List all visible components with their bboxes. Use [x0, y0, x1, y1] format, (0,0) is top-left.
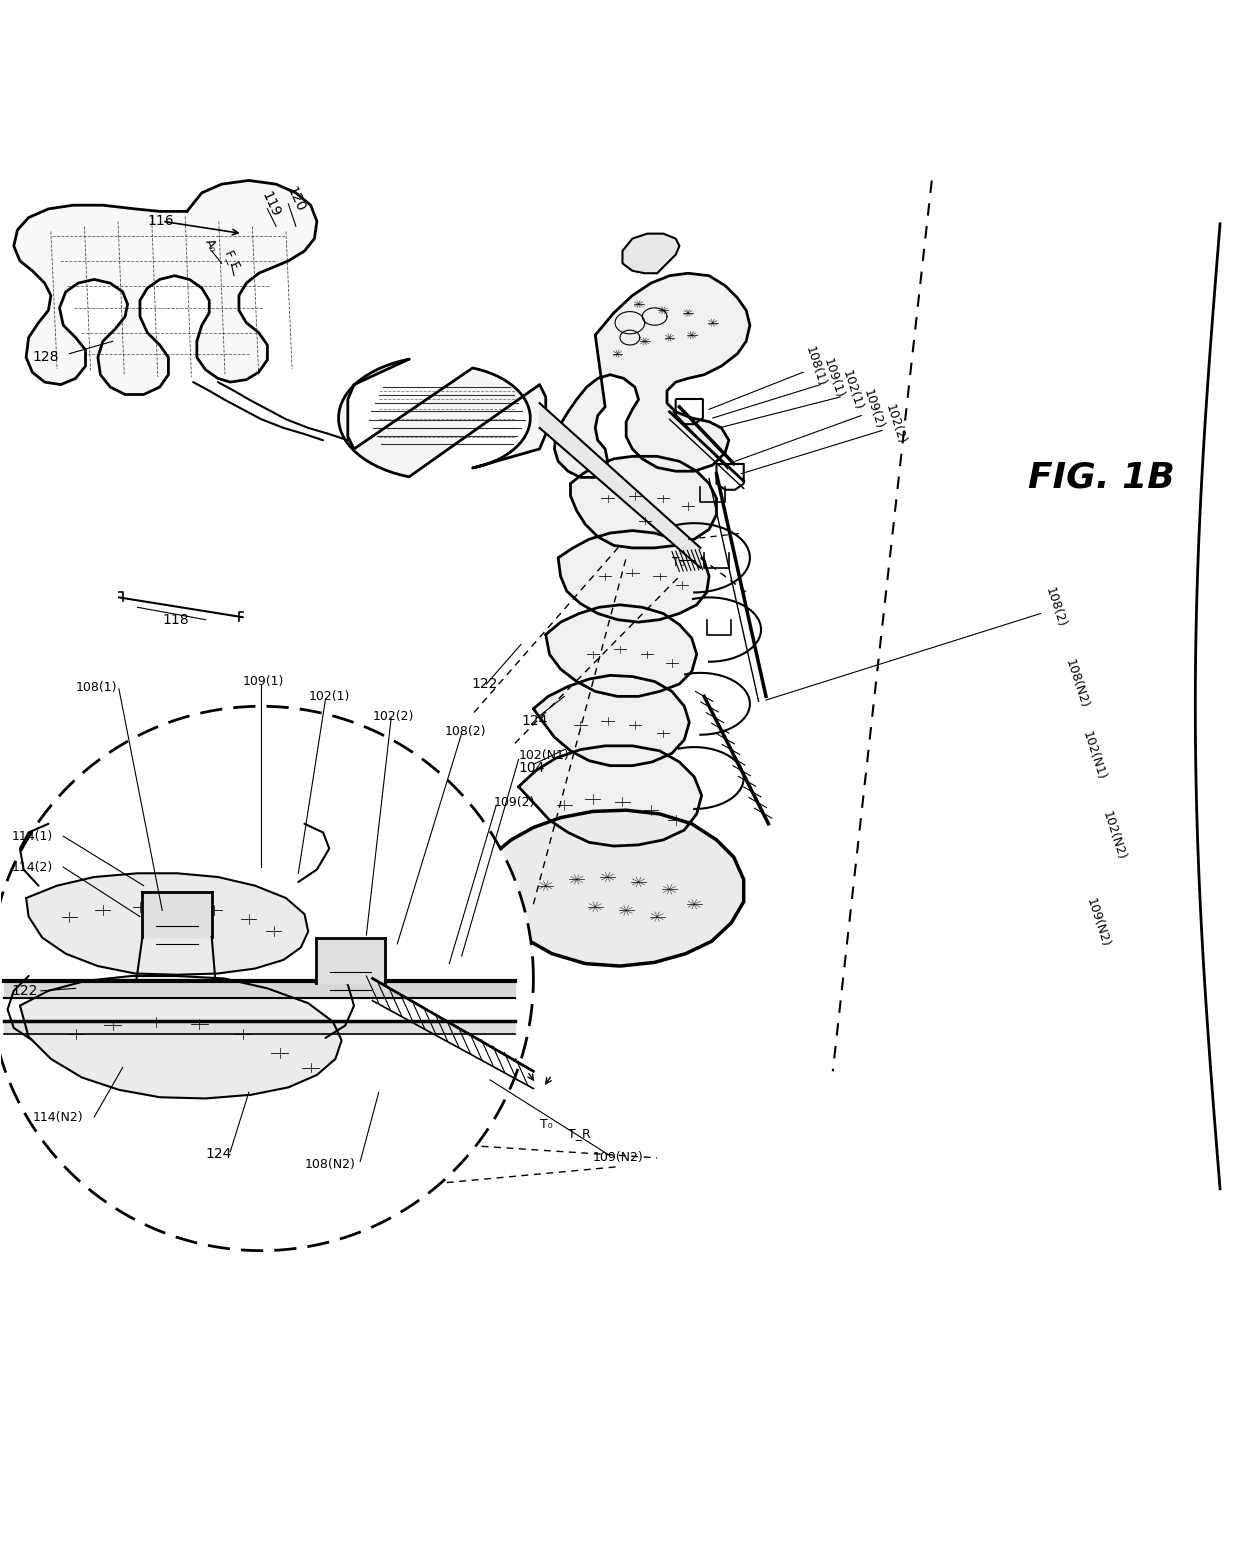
Text: T_R: T_R	[568, 1127, 590, 1140]
Polygon shape	[4, 1021, 515, 1033]
Text: 102(N1): 102(N1)	[518, 749, 569, 762]
Polygon shape	[26, 873, 309, 974]
Polygon shape	[20, 976, 342, 1099]
Text: 116: 116	[148, 214, 174, 228]
Text: T₀: T₀	[672, 556, 684, 570]
Polygon shape	[570, 456, 717, 548]
Text: 108(N2): 108(N2)	[1063, 657, 1091, 710]
Text: 108(1): 108(1)	[804, 345, 828, 387]
Text: F_F: F_F	[222, 248, 242, 273]
Polygon shape	[490, 810, 744, 966]
Polygon shape	[0, 706, 533, 1250]
Text: 102(2): 102(2)	[883, 403, 908, 446]
Text: 119: 119	[259, 189, 283, 219]
Text: 122: 122	[11, 983, 37, 997]
Polygon shape	[539, 403, 701, 568]
Polygon shape	[558, 531, 709, 623]
Text: 124: 124	[206, 1147, 232, 1161]
Text: 118: 118	[162, 612, 188, 626]
Text: FIG. 1B: FIG. 1B	[1028, 460, 1176, 495]
Text: 102(N1): 102(N1)	[1080, 729, 1109, 782]
Text: 114(N2): 114(N2)	[32, 1110, 83, 1124]
Polygon shape	[554, 273, 750, 478]
Text: 102(1): 102(1)	[841, 368, 866, 412]
Polygon shape	[14, 181, 317, 395]
Polygon shape	[316, 938, 384, 983]
Polygon shape	[339, 359, 546, 476]
Text: 109(N2): 109(N2)	[1084, 896, 1112, 949]
Text: 104: 104	[518, 762, 544, 776]
Text: 108(2): 108(2)	[444, 724, 486, 737]
Text: 109(1): 109(1)	[243, 674, 284, 688]
Text: 122: 122	[471, 677, 498, 692]
Text: 108(1): 108(1)	[76, 681, 117, 695]
Text: 109(1): 109(1)	[821, 357, 846, 400]
Text: 102(2): 102(2)	[372, 710, 414, 723]
Text: 114(2): 114(2)	[11, 860, 52, 874]
Polygon shape	[546, 604, 697, 696]
Polygon shape	[518, 746, 702, 846]
Text: 108(2): 108(2)	[1043, 585, 1069, 629]
Polygon shape	[143, 891, 212, 937]
Text: 109(2): 109(2)	[862, 387, 887, 431]
Polygon shape	[622, 234, 680, 273]
Polygon shape	[533, 676, 689, 765]
Text: 102(1): 102(1)	[309, 690, 350, 702]
Text: 124: 124	[521, 713, 547, 727]
Text: 108(N2): 108(N2)	[305, 1158, 356, 1171]
Text: 114(1): 114(1)	[11, 830, 52, 843]
Text: 109(N2): 109(N2)	[593, 1152, 644, 1165]
Text: 102(N2): 102(N2)	[1100, 810, 1128, 862]
Text: 120: 120	[284, 184, 308, 214]
Text: A₀: A₀	[202, 237, 219, 254]
Text: T₀: T₀	[539, 1118, 552, 1132]
Polygon shape	[4, 980, 515, 997]
Text: 128: 128	[32, 350, 58, 364]
Text: 109(2): 109(2)	[494, 796, 536, 809]
